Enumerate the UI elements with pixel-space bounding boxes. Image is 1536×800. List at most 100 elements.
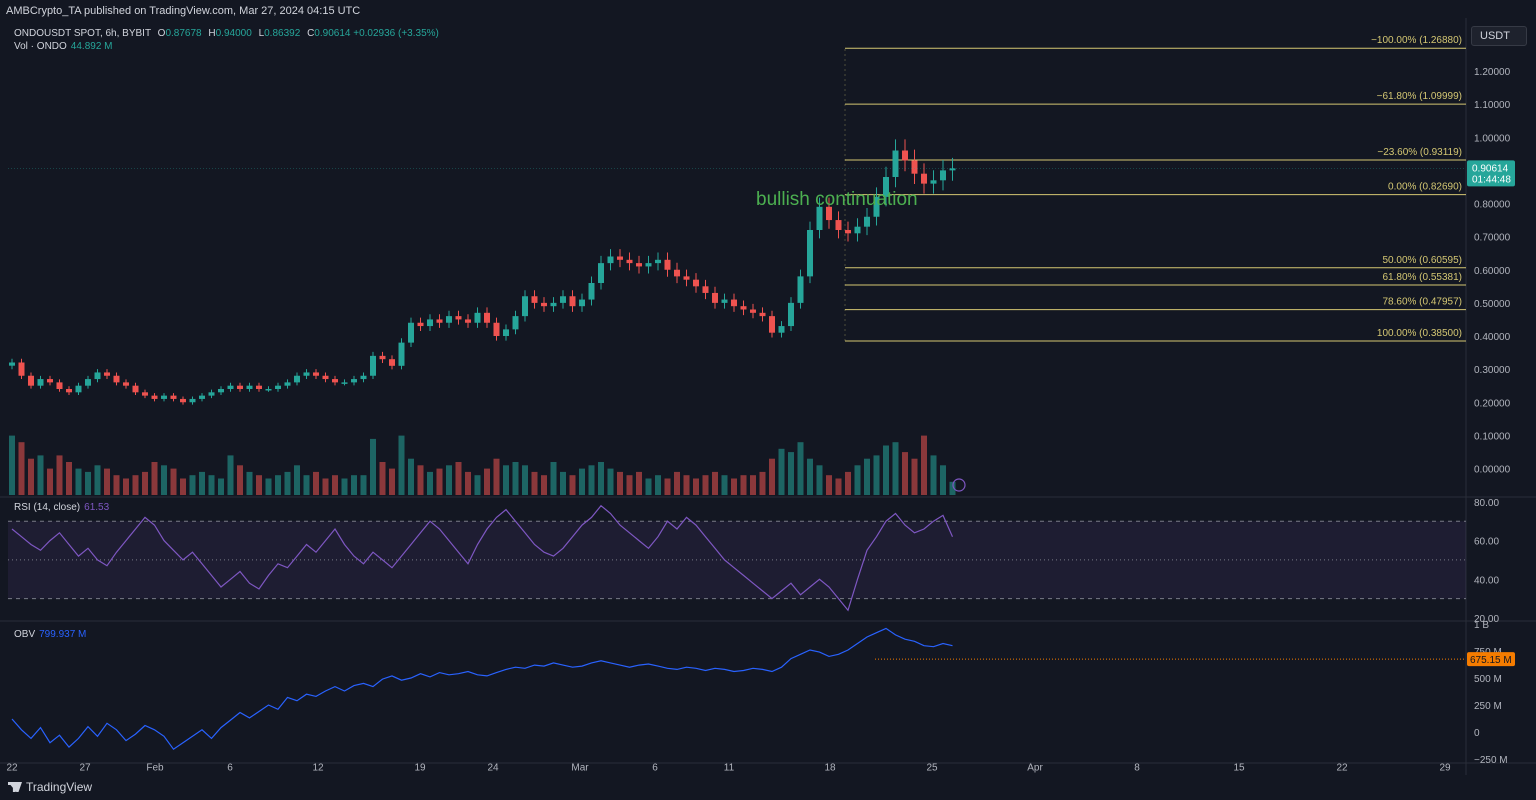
currency-button[interactable]: USDT	[1471, 26, 1527, 46]
volume-bar	[465, 471, 471, 495]
current-price-badge	[1467, 160, 1515, 187]
volume-bar	[911, 458, 918, 495]
volume-bar	[769, 458, 775, 495]
volume-bar	[237, 465, 243, 495]
volume-bar	[617, 471, 623, 495]
volume-bar	[645, 478, 652, 495]
volume-bar	[322, 478, 329, 495]
candle-body	[531, 296, 538, 303]
volume-bar	[398, 435, 405, 495]
time-axis-label: 18	[824, 762, 836, 773]
candle-body	[683, 276, 690, 280]
published-by: AMBCrypto_TA published on TradingView.co…	[6, 5, 361, 17]
volume-bar	[531, 471, 538, 495]
candle-body	[208, 392, 215, 396]
lightning-icon	[952, 478, 966, 492]
obv-legend[interactable]: OBV 799.937 M	[14, 629, 86, 640]
candle-body	[113, 375, 120, 383]
volume-bar	[227, 455, 234, 495]
price-tick-label: 0.30000	[1474, 365, 1511, 376]
candle-body	[474, 312, 481, 323]
time-axis-label: 22	[6, 762, 18, 773]
volume-bar	[360, 475, 367, 495]
candle-body	[750, 309, 756, 313]
price-tick-label: 0.10000	[1474, 431, 1511, 442]
volume-bar	[436, 468, 443, 495]
volume-bar	[417, 465, 424, 495]
candle-body	[189, 398, 196, 403]
volume-bar	[845, 471, 851, 495]
time-axis-label: Mar	[571, 762, 589, 773]
candle-body	[826, 206, 832, 221]
rsi-label: RSI (14, close)	[14, 502, 81, 513]
candle-body	[132, 385, 139, 393]
candle-body	[332, 379, 338, 383]
price-tick-label: 1.20000	[1474, 67, 1511, 78]
candle-body	[721, 299, 728, 303]
symbol-name[interactable]: ONDOUSDT SPOT, 6h, BYBIT	[14, 28, 151, 39]
volume-bar	[636, 471, 642, 495]
volume-bar	[94, 465, 101, 495]
volume-bar	[721, 475, 728, 495]
rsi-legend[interactable]: RSI (14, close) 61.53	[14, 502, 109, 513]
candle-body	[693, 279, 699, 287]
candle-body	[360, 375, 367, 380]
candle-body	[854, 226, 861, 234]
volume-legend[interactable]: Vol · ONDO 44.892 M	[14, 41, 113, 52]
candle-body	[170, 395, 177, 399]
obv-line	[11, 627, 953, 751]
candle-body	[446, 316, 452, 323]
close-label: C	[307, 28, 315, 39]
volume-bar	[731, 478, 737, 495]
volume-bar	[189, 475, 196, 495]
time-axis-label: 25	[926, 762, 938, 773]
candle-body	[636, 263, 642, 267]
candle-body	[864, 216, 870, 227]
volume-bar	[47, 468, 53, 495]
fib-level-label: 50.00% (0.60595)	[1382, 255, 1462, 266]
candle-body	[921, 173, 927, 184]
time-axis-label: Feb	[146, 762, 164, 773]
fib-level-label: 78.60% (0.47957)	[1382, 297, 1462, 308]
candle-body	[351, 379, 357, 383]
price-tick-label: 0.80000	[1474, 200, 1511, 211]
candle-body	[949, 168, 956, 171]
volume-value: 44.892 M	[70, 41, 113, 52]
candle-body	[94, 372, 101, 380]
candle-body	[617, 256, 623, 260]
current-price-value: 0.90614	[1472, 163, 1509, 174]
volume-bar	[902, 452, 908, 495]
volume-bar	[560, 471, 566, 495]
volume-bar	[389, 468, 395, 495]
candle-body	[322, 375, 329, 380]
high-value: 0.94000	[215, 28, 252, 39]
time-axis-label: 12	[312, 762, 324, 773]
candle-body	[37, 379, 44, 386]
obv-tick-label: 0	[1474, 728, 1480, 739]
candle-body	[626, 259, 633, 264]
volume-bar	[949, 481, 956, 495]
volume-bar	[835, 478, 842, 495]
volume-bar	[28, 458, 34, 495]
time-axis-label: 6	[652, 762, 658, 773]
candle-body	[218, 389, 224, 393]
volume-bar	[940, 465, 946, 495]
axes: 1.300001.200001.100001.000000.900000.800…	[6, 34, 1515, 773]
candle-body	[28, 375, 34, 386]
volume-bar	[284, 471, 291, 495]
volume-bar	[474, 475, 481, 495]
candle-body	[256, 385, 262, 389]
open-value: 0.87678	[165, 28, 202, 39]
candle-body	[379, 355, 386, 360]
volume-bar	[579, 468, 585, 495]
tradingview-footer[interactable]: TradingView	[8, 780, 92, 794]
tradingview-logo-icon	[8, 782, 22, 792]
volume-bar	[408, 458, 414, 495]
candle-body	[778, 326, 785, 333]
volume-bar	[750, 475, 756, 495]
volume-bar	[370, 438, 376, 495]
volume-bar	[683, 475, 690, 495]
change-value: +0.02936 (+3.35%)	[353, 28, 439, 39]
